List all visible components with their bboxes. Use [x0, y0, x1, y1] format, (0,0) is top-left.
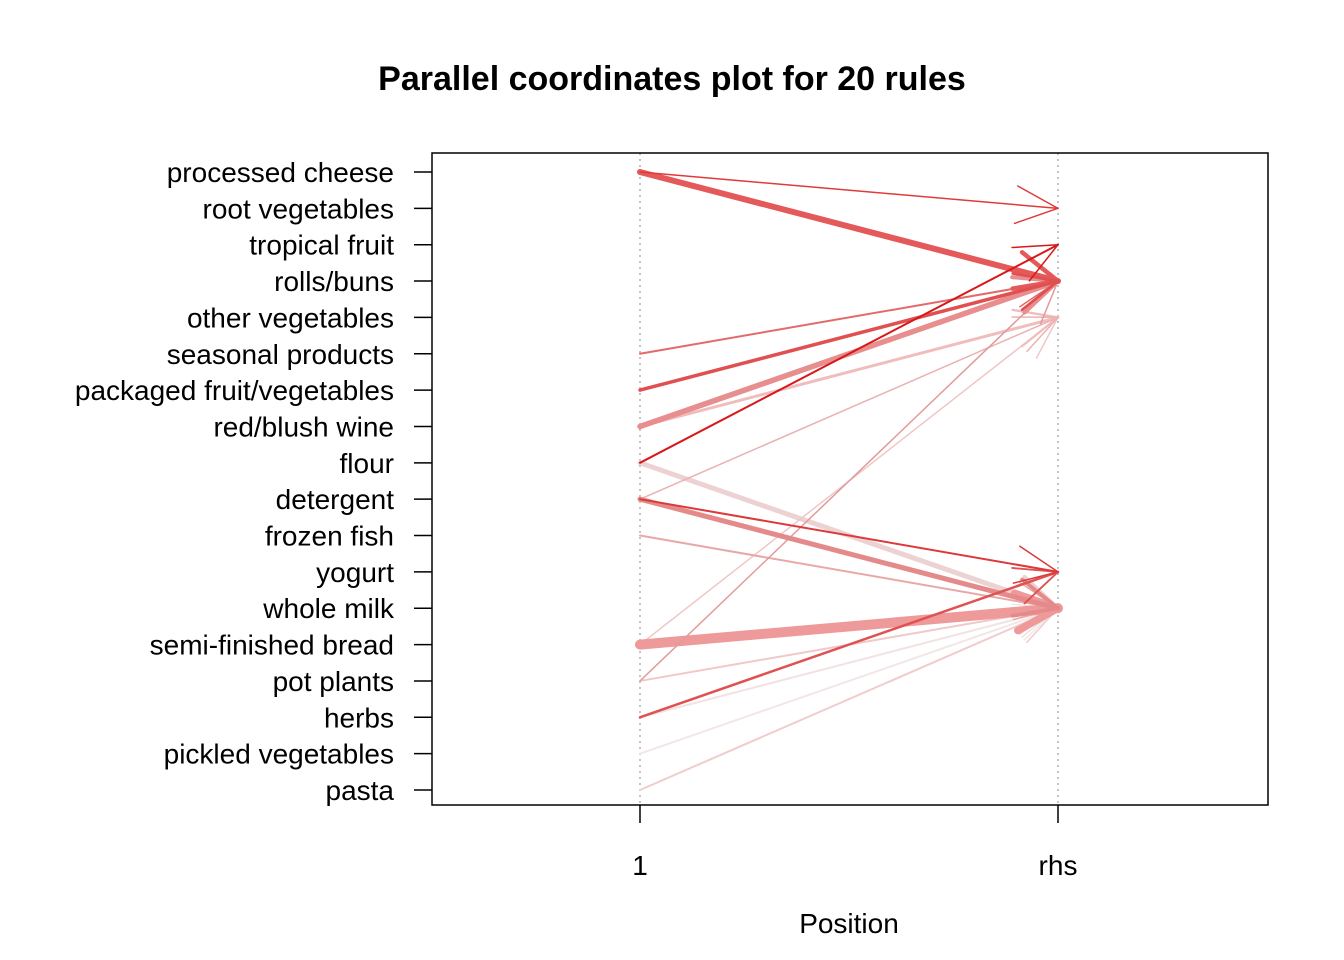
y-tick-label: semi-finished bread	[150, 630, 394, 661]
y-tick-label: flour	[340, 448, 394, 479]
y-tick-label: detergent	[276, 484, 395, 515]
y-tick-label: other vegetables	[187, 302, 394, 333]
y-axis: processed cheese root vegetables tropical …	[75, 157, 432, 806]
rule-arrow	[637, 275, 1061, 430]
y-tick-label: seasonal products	[167, 339, 394, 370]
rule-line	[639, 498, 1059, 573]
rule-arrow	[639, 280, 1059, 682]
y-tick-label: pasta	[326, 775, 395, 806]
rule-line	[639, 607, 1059, 791]
y-tick-label: pot plants	[273, 666, 394, 697]
rule-line	[639, 534, 1059, 610]
rule-line	[639, 316, 1059, 500]
rule-arrow	[639, 498, 1059, 584]
rule-arrowhead	[1012, 545, 1059, 584]
rule-line	[637, 496, 1061, 611]
rule-arrowhead	[1011, 272, 1060, 312]
y-tick-label: packaged fruit/vegetables	[75, 375, 394, 406]
rule-line	[638, 315, 1060, 428]
y-tick-label: pickled vegetables	[164, 739, 394, 770]
y-tick-label: root vegetables	[203, 193, 394, 224]
rule-line	[639, 171, 1059, 210]
x-tick-label: rhs	[1039, 850, 1078, 881]
rule-arrowhead	[1011, 316, 1059, 353]
rule-line	[639, 280, 1059, 355]
rule-arrowhead	[1010, 577, 1060, 618]
x-axis: 1 rhs	[632, 805, 1077, 881]
rule-arrow	[639, 243, 1059, 464]
y-tick-label: yogurt	[316, 557, 394, 588]
rules-layer	[635, 169, 1063, 791]
rule-line	[639, 607, 1059, 719]
rule-arrow	[639, 316, 1059, 500]
rule-arrowhead	[1011, 243, 1059, 282]
rule-line	[638, 279, 1060, 392]
rule-line	[635, 603, 1063, 650]
rule-line	[639, 243, 1059, 464]
y-tick-label: tropical fruit	[249, 230, 394, 261]
rule-arrow	[639, 534, 1059, 621]
rule-arrow	[637, 496, 1061, 618]
x-tick-label: 1	[632, 850, 648, 881]
rule-arrow	[639, 171, 1059, 225]
rule-arrow	[638, 272, 1060, 392]
y-tick-label: processed cheese	[167, 157, 394, 188]
rule-line	[639, 280, 1059, 682]
x-axis-title: Position	[799, 908, 899, 939]
rule-arrowhead	[1013, 185, 1059, 225]
y-tick-label: whole milk	[262, 593, 395, 624]
grid-layer	[639, 153, 1059, 805]
y-tick-label: herbs	[324, 702, 394, 733]
plot-frame	[431, 152, 1269, 806]
y-tick-label: frozen fish	[265, 521, 394, 552]
rule-line	[639, 607, 1059, 755]
rule-line	[638, 570, 1060, 719]
rule-line	[637, 169, 1061, 285]
chart-title: Parallel coordinates plot for 20 rules	[378, 60, 966, 98]
y-tick-label: rolls/buns	[274, 266, 394, 297]
y-tick-label: red/blush wine	[213, 411, 394, 442]
